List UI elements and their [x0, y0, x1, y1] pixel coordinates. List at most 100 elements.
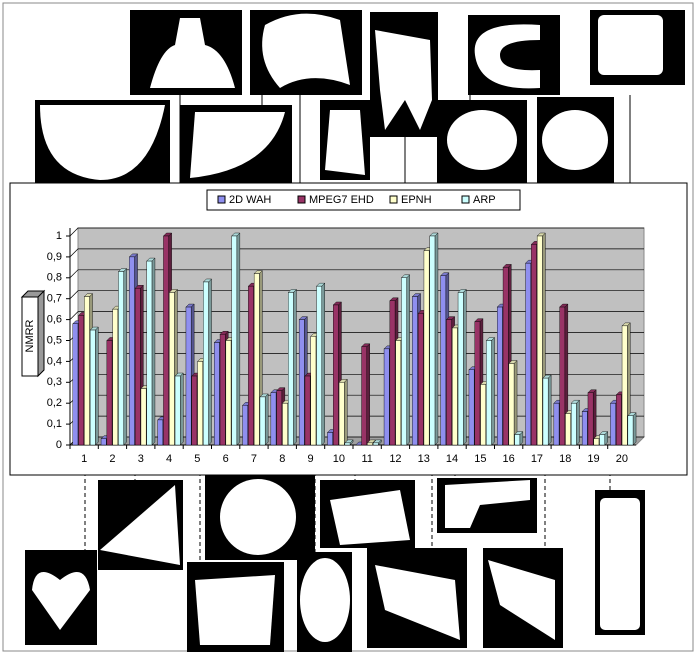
- bar: [113, 309, 118, 445]
- bar: [571, 403, 576, 445]
- x-tick-label: 4: [166, 453, 172, 465]
- figure: NMRR 00,10,20,30,40,50,60,70,80,91123456…: [0, 0, 697, 656]
- bar: [163, 236, 168, 445]
- y-tick-label: 0,5: [47, 334, 62, 346]
- bar: [214, 343, 219, 445]
- bar: [339, 382, 344, 445]
- bar: [373, 443, 378, 445]
- bar: [509, 363, 514, 445]
- bar: [175, 376, 180, 445]
- bar: [135, 288, 140, 445]
- y-tick-label: 0: [56, 439, 62, 451]
- bar-side: [576, 400, 579, 445]
- bar: [469, 370, 474, 445]
- x-tick-label: 7: [251, 453, 257, 465]
- y-axis-title-box: NMRR: [22, 291, 44, 376]
- x-tick-label: 8: [279, 453, 285, 465]
- bar: [367, 443, 372, 445]
- bar: [192, 376, 197, 445]
- bar: [226, 341, 231, 446]
- bar: [203, 282, 208, 445]
- bar: [79, 315, 84, 445]
- legend-label: MPEG7 EHD: [309, 194, 374, 206]
- y-tick-label: 0,1: [47, 418, 62, 430]
- bar: [260, 397, 265, 445]
- bar-side: [180, 373, 183, 445]
- bar-side: [548, 375, 551, 445]
- bar: [446, 320, 451, 445]
- bar-side: [633, 413, 636, 445]
- bar-side: [407, 275, 410, 445]
- bar: [503, 267, 508, 445]
- bar: [288, 292, 293, 445]
- bar-side: [367, 344, 370, 445]
- bar: [243, 405, 248, 445]
- x-tick-label: 18: [559, 453, 571, 465]
- bar: [412, 297, 417, 445]
- y-tick-label: 1: [56, 230, 62, 242]
- bar: [582, 412, 587, 445]
- y-tick-label: 0,2: [47, 397, 62, 409]
- bar: [430, 236, 435, 445]
- legend-label: ARP: [473, 194, 496, 206]
- bar: [560, 307, 565, 445]
- bar: [401, 278, 406, 445]
- bar: [537, 236, 542, 445]
- bar: [515, 435, 520, 445]
- bar: [118, 272, 123, 445]
- x-tick-label: 6: [223, 453, 229, 465]
- bar: [554, 403, 559, 445]
- bar: [186, 307, 191, 445]
- x-tick-label: 10: [333, 453, 345, 465]
- y-tick-label: 0,9: [47, 251, 62, 263]
- bar: [441, 276, 446, 445]
- bar-side: [492, 338, 495, 446]
- legend-label: 2D WAH: [229, 194, 271, 206]
- legend-label: EPNH: [401, 194, 432, 206]
- bar: [271, 393, 276, 445]
- bar: [107, 341, 112, 446]
- bar: [198, 361, 203, 445]
- bar-side: [265, 394, 268, 445]
- bar-side: [463, 289, 466, 445]
- bar: [305, 376, 310, 445]
- bar: [232, 236, 237, 445]
- bar: [384, 349, 389, 445]
- bar: [497, 307, 502, 445]
- y-tick-label: 0,8: [47, 272, 62, 284]
- bar-side: [124, 269, 127, 445]
- bar: [390, 301, 395, 445]
- x-tick-label: 1: [81, 453, 87, 465]
- bar-side: [344, 379, 347, 445]
- bar-side: [322, 283, 325, 445]
- bar: [622, 326, 627, 445]
- y-tick-label: 0,3: [47, 376, 62, 388]
- x-tick-label: 9: [307, 453, 313, 465]
- bar: [299, 320, 304, 445]
- bar: [458, 292, 463, 445]
- bar: [129, 257, 134, 445]
- bar: [84, 297, 89, 445]
- x-tick-label: 16: [503, 453, 515, 465]
- bar: [452, 328, 457, 445]
- bar: [317, 286, 322, 445]
- bar: [616, 395, 621, 445]
- y-axis-title: NMRR: [24, 319, 36, 352]
- bar: [147, 261, 152, 445]
- bar: [362, 347, 367, 445]
- bar: [475, 322, 480, 445]
- bar: [594, 439, 599, 445]
- bar: [600, 435, 605, 445]
- x-tick-label: 20: [616, 453, 628, 465]
- y-tick-label: 0,7: [47, 293, 62, 305]
- bar: [327, 432, 332, 445]
- x-tick-label: 14: [446, 453, 458, 465]
- bar: [73, 324, 78, 445]
- x-tick-label: 12: [389, 453, 401, 465]
- x-tick-label: 5: [194, 453, 200, 465]
- bar: [141, 389, 146, 445]
- x-tick-label: 2: [109, 453, 115, 465]
- bar-side: [237, 233, 240, 445]
- bar: [101, 439, 106, 445]
- bar-side: [293, 289, 296, 445]
